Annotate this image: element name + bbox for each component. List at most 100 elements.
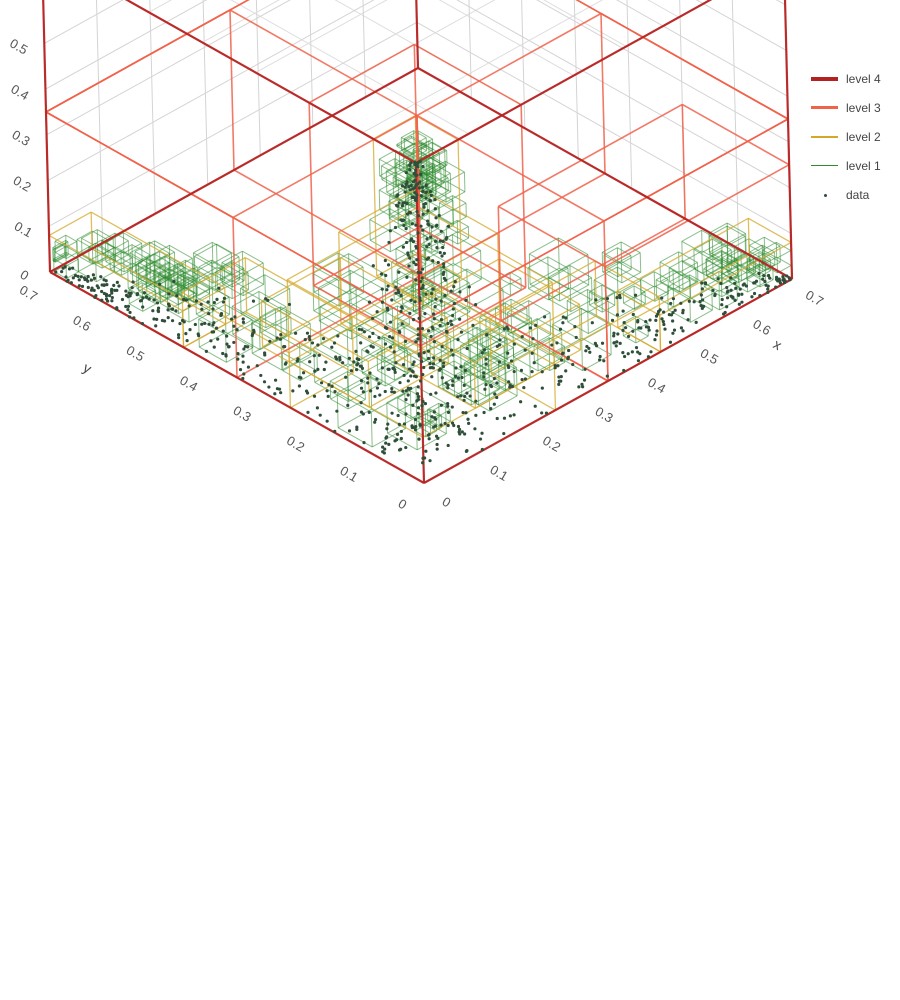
box-edge [177, 292, 194, 303]
data-point [187, 304, 191, 308]
data-point [439, 403, 443, 407]
legend-item[interactable]: level 2 [808, 122, 896, 151]
data-point [126, 307, 130, 312]
box-edge [54, 240, 67, 248]
gridline [615, 0, 788, 97]
data-point [497, 343, 502, 347]
data-point [217, 286, 221, 290]
data-point [420, 267, 425, 271]
box-edge [617, 304, 642, 318]
data-point [495, 416, 499, 421]
data-point [318, 413, 322, 417]
box-edge [154, 251, 175, 264]
legend-item[interactable]: level 1 [808, 151, 896, 180]
data-point [385, 288, 389, 292]
data-point [321, 336, 326, 341]
box-edge [146, 269, 166, 281]
legend-item[interactable]: data [808, 180, 896, 209]
data-point [725, 296, 730, 300]
data-point [740, 300, 744, 304]
data-point [155, 317, 159, 321]
box-edge [160, 288, 184, 303]
box-level-1 [193, 243, 241, 293]
box-edge [142, 289, 156, 298]
legend-item[interactable]: level 3 [808, 93, 896, 122]
data-point [446, 410, 451, 414]
box-edge [194, 255, 218, 270]
data-point [267, 385, 271, 389]
data-point [679, 326, 684, 330]
box-edge [340, 279, 421, 325]
box-edge [367, 317, 448, 362]
box-edge [131, 244, 151, 256]
data-point [418, 423, 422, 427]
data-point [425, 257, 429, 261]
z-tick-label: 0.4 [8, 81, 31, 103]
box-edge [600, 12, 789, 120]
data-point [669, 301, 673, 306]
data-point [681, 308, 685, 312]
box-edge [722, 248, 739, 259]
legend-item[interactable]: level 4 [808, 64, 896, 93]
data-point [393, 368, 397, 372]
data-point [366, 376, 370, 380]
data-point [207, 322, 211, 326]
data-point [738, 287, 742, 291]
box-edge [65, 258, 79, 267]
box-edge [586, 289, 589, 311]
legend[interactable]: level 4 level 3 level 2 level 1 data [808, 64, 896, 209]
data-point [626, 334, 631, 339]
box-edge [422, 266, 442, 278]
legend-line-swatch [808, 129, 838, 145]
data-point [177, 336, 181, 340]
box-edge [457, 226, 469, 234]
data-point [425, 237, 429, 241]
box-edge [487, 339, 508, 351]
data-point [352, 360, 356, 364]
box-edge [337, 252, 340, 279]
box-edge [446, 270, 448, 296]
data-point [236, 357, 240, 361]
box-edge [416, 114, 605, 222]
data-point [774, 275, 779, 279]
data-point [509, 359, 514, 363]
box-edge [490, 373, 556, 411]
data-point [452, 301, 457, 306]
data-point [416, 397, 421, 402]
data-point [115, 288, 119, 292]
box-edge [747, 281, 766, 293]
data-point [719, 281, 723, 286]
box-edge [617, 254, 750, 329]
data-point [385, 326, 389, 331]
box-edge [734, 238, 750, 248]
box-level-1 [135, 251, 185, 303]
box-edge [721, 275, 738, 285]
data-point [636, 350, 640, 354]
data-point [561, 321, 565, 325]
data-point [615, 313, 620, 317]
data-point [397, 448, 402, 452]
data-point [384, 273, 388, 278]
box-edge [337, 408, 372, 429]
data-point [720, 297, 724, 302]
data-point [440, 345, 444, 349]
data-point [419, 359, 424, 364]
box-edge [484, 362, 506, 376]
data-point [359, 401, 363, 405]
box-edge [212, 304, 230, 315]
box-edge [488, 366, 517, 383]
data-point [409, 183, 413, 188]
box-edge [721, 249, 738, 260]
box-edge [701, 289, 720, 301]
box-edge [313, 252, 339, 267]
data-point [105, 282, 109, 287]
data-point [282, 345, 286, 349]
data-point [482, 348, 487, 352]
data-point [410, 369, 414, 373]
data-point [241, 360, 245, 364]
box-edge [393, 317, 396, 363]
data-point [332, 341, 337, 345]
box-edge [412, 266, 442, 283]
data-point [421, 212, 425, 216]
